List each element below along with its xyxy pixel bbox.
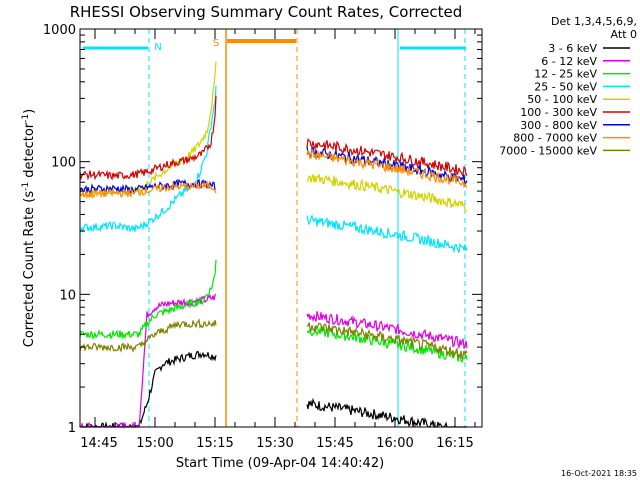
saa-flag-label: S xyxy=(213,38,219,49)
y-tick-label: 100 xyxy=(51,156,76,171)
series-line-post-3 xyxy=(306,214,468,254)
x-axis-label: Start Time (09-Apr-04 14:40:42) xyxy=(176,456,384,471)
x-tick-label: 15:30 xyxy=(256,436,293,451)
plot-frame xyxy=(79,28,483,428)
series-layer xyxy=(79,61,468,430)
x-tick-label: 14:45 xyxy=(80,436,117,451)
legend-header: Det 1,3,4,5,6,9, xyxy=(551,15,637,28)
series-line-post-2 xyxy=(306,325,468,363)
y-axis-label-mid: detector xyxy=(22,122,37,182)
series-line-2 xyxy=(79,259,217,341)
legend-label: 3 - 6 keV xyxy=(548,42,597,55)
y-axis-label: Corrected Count Rate (s-1 detector-1) xyxy=(21,109,37,347)
y-tick-label: 10 xyxy=(59,288,76,303)
chart-title: RHESSI Observing Summary Count Rates, Co… xyxy=(70,3,463,21)
series-line-post-8 xyxy=(306,322,468,360)
legend-label: 100 - 300 keV xyxy=(520,106,597,119)
x-tick-label: 15:45 xyxy=(316,436,353,451)
series-line-post-7 xyxy=(306,148,468,189)
y-tick-label: 1000 xyxy=(43,23,76,38)
series-line-1 xyxy=(80,293,217,428)
series-line-5 xyxy=(79,95,217,181)
legend-label: 25 - 50 keV xyxy=(534,80,597,93)
x-tick-label: 16:00 xyxy=(376,436,413,451)
series-line-7 xyxy=(79,180,217,200)
x-tick-label: 15:15 xyxy=(196,436,233,451)
footer-timestamp: 16-Oct-2021 18:35 xyxy=(561,469,637,478)
legend-label: 7000 - 15000 keV xyxy=(499,144,597,157)
night-flag-label: N xyxy=(154,42,161,53)
x-tick-label: 15:00 xyxy=(136,436,173,451)
series-line-post-1 xyxy=(306,311,468,350)
series-line-post-4 xyxy=(306,173,468,212)
series-line-post-5 xyxy=(306,137,468,178)
x-tick-label: 16:15 xyxy=(436,436,473,451)
series-line-0 xyxy=(79,350,217,430)
legend-label: 50 - 100 keV xyxy=(527,93,597,106)
axis-layer: 1 10 100 1000 14:45 15:00 15:15 15:30 15:45 16:00… xyxy=(43,23,482,451)
legend-label: 6 - 12 keV xyxy=(541,55,597,68)
series-line-8 xyxy=(79,317,217,353)
y-axis-label-end: ) xyxy=(22,109,37,114)
y-tick-label: 1 xyxy=(68,421,76,436)
series-line-6 xyxy=(79,178,216,195)
legend-label: 12 - 25 keV xyxy=(534,68,597,81)
y-axis-label-sup1: -1 xyxy=(21,182,31,191)
y-axis-label-main: Corrected Count Rate (s xyxy=(22,191,37,348)
y-axis-label-sup2: -1 xyxy=(21,114,31,123)
series-line-post-0 xyxy=(306,397,467,428)
legend-label: 800 - 7000 keV xyxy=(513,132,597,145)
legend-label: 300 - 800 keV xyxy=(520,119,597,132)
legend-subheader: Att 0 xyxy=(611,28,637,41)
